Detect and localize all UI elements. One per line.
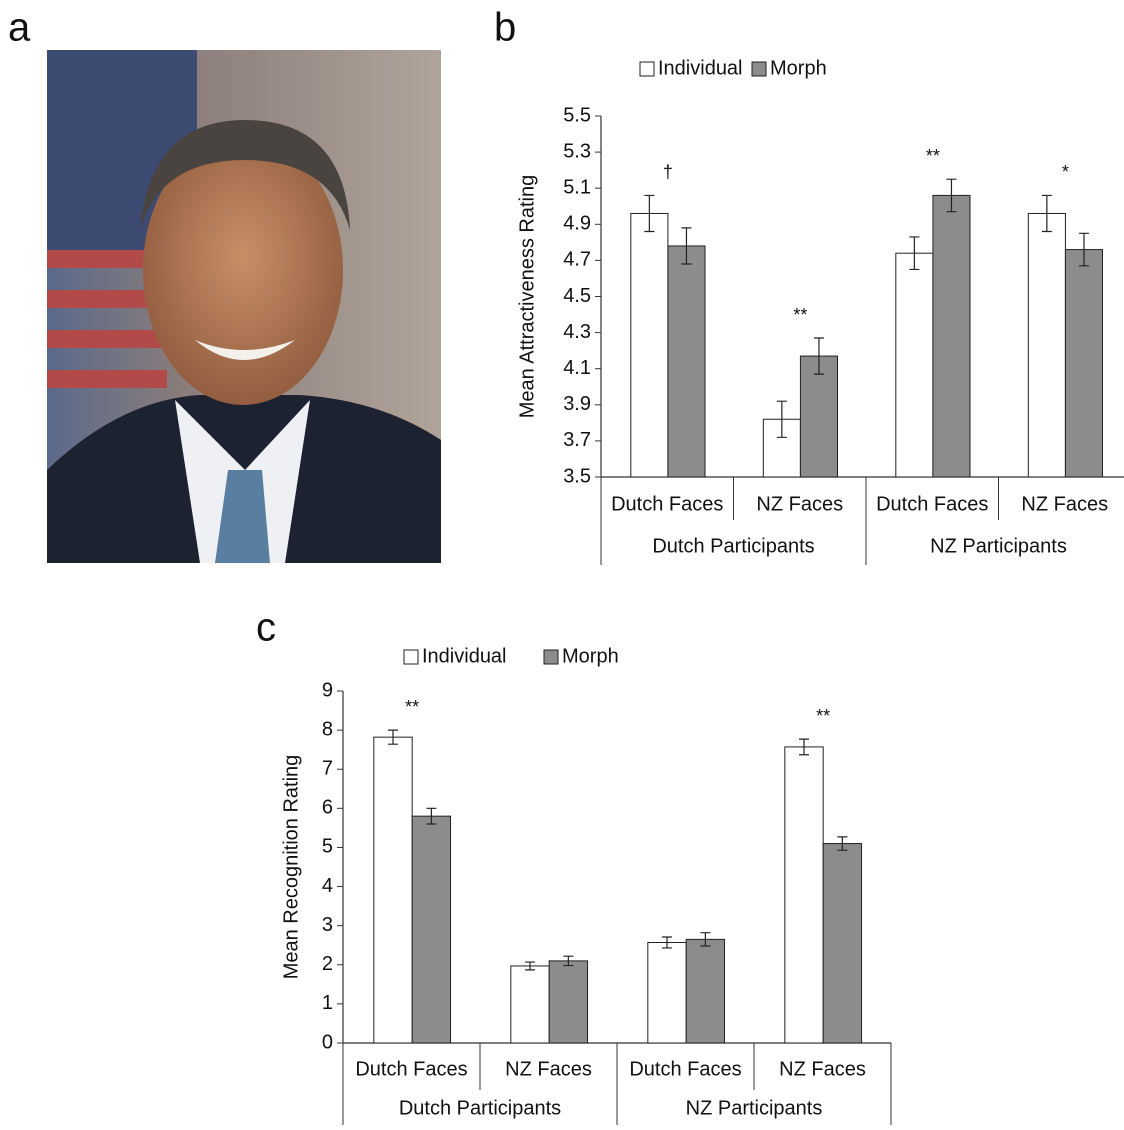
y-tick-label: 4.9 xyxy=(563,213,591,235)
x-tick-label: NZ Faces xyxy=(779,1058,866,1080)
x-tick-label: Dutch Faces xyxy=(876,493,988,515)
significance-marker: † xyxy=(663,162,673,182)
x-tick-label: Dutch Faces xyxy=(355,1058,467,1080)
bar xyxy=(631,213,668,477)
legend-label: Morph xyxy=(562,645,619,667)
legend-label: Individual xyxy=(658,57,743,79)
y-tick-label: 1 xyxy=(322,992,333,1014)
x-tick-label: NZ Faces xyxy=(1021,493,1108,515)
portrait-photo xyxy=(47,50,441,563)
y-tick-label: 5 xyxy=(322,836,333,858)
legend-label: Morph xyxy=(770,57,827,79)
y-tick-label: 4.7 xyxy=(563,249,591,271)
group-label: Dutch Participants xyxy=(652,535,814,557)
y-axis-label: Mean Attractiveness Rating xyxy=(516,175,538,418)
y-tick-label: 4 xyxy=(322,875,333,897)
bar xyxy=(374,737,412,1043)
bar xyxy=(412,816,450,1043)
significance-marker: ** xyxy=(405,697,419,717)
y-tick-label: 5.3 xyxy=(563,140,591,162)
y-tick-label: 7 xyxy=(322,758,333,780)
bar xyxy=(686,939,724,1043)
bar xyxy=(896,253,933,477)
y-tick-label: 3 xyxy=(322,914,333,936)
significance-marker: ** xyxy=(816,706,830,726)
y-tick-label: 5.5 xyxy=(563,104,591,126)
x-tick-label: NZ Faces xyxy=(505,1058,592,1080)
significance-marker: ** xyxy=(926,146,940,166)
y-tick-label: 3.9 xyxy=(563,393,591,415)
y-tick-label: 0 xyxy=(322,1031,333,1053)
bar xyxy=(648,942,686,1043)
bar xyxy=(511,966,549,1043)
panel-label: c xyxy=(256,606,276,650)
y-tick-label: 2 xyxy=(322,953,333,975)
legend-label: Individual xyxy=(422,645,507,667)
significance-marker: * xyxy=(1062,162,1069,182)
legend-swatch xyxy=(404,650,418,664)
x-tick-label: Dutch Faces xyxy=(629,1058,741,1080)
y-tick-label: 4.1 xyxy=(563,357,591,379)
y-tick-label: 4.5 xyxy=(563,285,591,307)
legend-swatch xyxy=(752,62,766,76)
y-tick-label: 4.3 xyxy=(563,321,591,343)
bar xyxy=(785,747,823,1043)
legend-swatch xyxy=(544,650,558,664)
bar xyxy=(933,195,970,477)
group-label: NZ Participants xyxy=(686,1097,823,1119)
y-tick-label: 6 xyxy=(322,797,333,819)
panel-label: a xyxy=(8,6,31,50)
figure: a b c 3.5 3.7 3.9 4.1 4.3 4.5 4.7 4.9 5.1 5.3 5.5 M… xyxy=(0,0,1124,1125)
y-tick-label: 3.7 xyxy=(563,429,591,451)
y-tick-label: 5.1 xyxy=(563,176,591,198)
x-tick-label: Dutch Faces xyxy=(611,493,723,515)
bar xyxy=(549,961,587,1043)
bar xyxy=(1028,213,1065,477)
y-axis-label: Mean Recognition Rating xyxy=(280,755,302,980)
group-label: Dutch Participants xyxy=(399,1097,561,1119)
legend-swatch xyxy=(640,62,654,76)
y-tick-label: 3.5 xyxy=(563,465,591,487)
group-label: NZ Participants xyxy=(930,535,1067,557)
x-tick-label: NZ Faces xyxy=(756,493,843,515)
significance-marker: ** xyxy=(793,305,807,325)
bar xyxy=(1065,250,1102,477)
panel-label: b xyxy=(494,6,516,50)
y-tick-label: 8 xyxy=(322,718,333,740)
bar xyxy=(823,844,861,1043)
bar xyxy=(668,246,705,477)
y-tick-label: 9 xyxy=(322,679,333,701)
